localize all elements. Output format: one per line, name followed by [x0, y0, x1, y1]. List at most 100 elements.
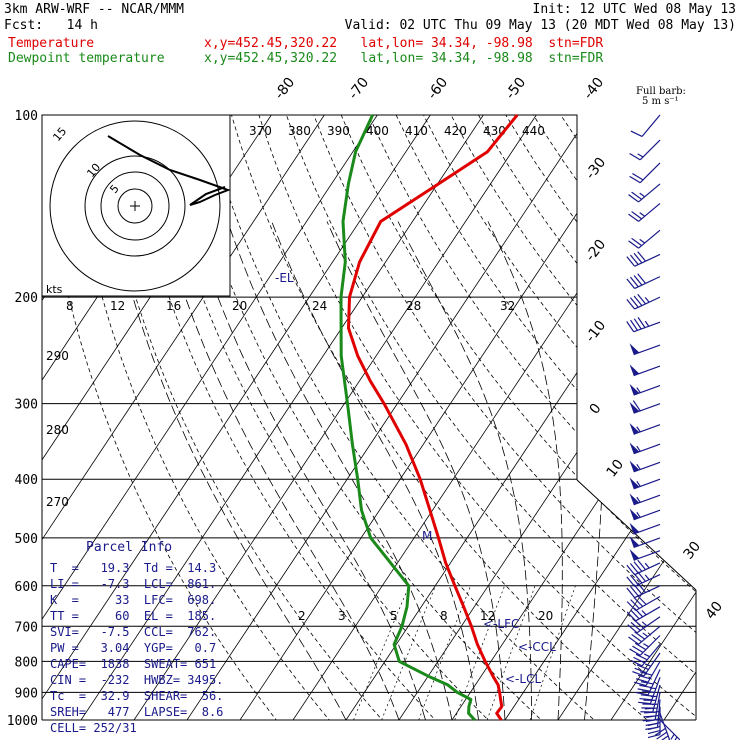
wind-barb — [629, 635, 661, 656]
wind-barb-full — [626, 256, 636, 267]
dewpoint-legend-label: Dewpoint temperature — [8, 51, 165, 66]
theta-label: 370 — [249, 124, 272, 138]
dry-adiabat — [170, 115, 556, 720]
wind-barb — [626, 582, 661, 599]
wind-barb-half — [644, 574, 650, 581]
wind-barb-full — [629, 276, 639, 288]
mixing-ratio-label: 28 — [406, 299, 421, 313]
isobar-grid — [41, 114, 697, 721]
wind-barb — [638, 677, 661, 705]
wind-barb-full — [645, 722, 659, 726]
wind-barb-flag — [629, 548, 640, 561]
theta-label: 380 — [288, 124, 311, 138]
wind-barb-staff — [639, 162, 661, 184]
wind-barb-full — [627, 624, 638, 634]
wind-barb — [635, 669, 661, 696]
wind-barb-flag — [629, 364, 640, 376]
wind-barb-staff — [633, 321, 661, 333]
wind-barb-full — [633, 275, 643, 286]
wind-barb — [629, 364, 661, 377]
theta-label: 270 — [46, 495, 69, 509]
wind-barb — [629, 400, 661, 414]
wind-barb-half — [670, 733, 675, 740]
wind-barb-full — [639, 684, 652, 689]
wind-barb-staff — [635, 606, 661, 622]
level-marker-lcl: <-LCL — [505, 672, 541, 686]
dry-adiabat — [596, 115, 696, 720]
isotherm-label: -80 — [272, 75, 299, 103]
dry-adiabat — [276, 115, 696, 720]
wind-barb-staff — [634, 253, 661, 267]
wind-barb-full — [637, 595, 647, 605]
dry-adiabat — [489, 115, 696, 720]
skew-boundary — [576, 479, 697, 591]
wind-barb-half — [641, 609, 647, 616]
hodograph-ring — [84, 155, 186, 257]
isotherm-label: -40 — [581, 75, 608, 103]
wind-barb-half — [636, 496, 641, 503]
wind-barb-full — [629, 574, 639, 586]
mixing-ratio-label: 8 — [66, 299, 74, 313]
mixing-ratio-grid — [353, 585, 576, 720]
mixing-ratio-label: 2 — [298, 609, 306, 623]
mixing-ratio-label: 5 — [390, 609, 398, 623]
wind-barb-full — [647, 733, 661, 739]
wind-barb-full — [642, 719, 656, 722]
wind-barb-full — [632, 645, 644, 653]
wind-barb — [628, 625, 661, 645]
pressure-tick-label: 600 — [15, 580, 38, 595]
isotherm-line — [390, 115, 696, 720]
wind-barb — [630, 114, 661, 137]
wind-barb-flag — [629, 422, 640, 435]
model-title: 3km ARW-WRF -- NCAR/MMM — [4, 2, 185, 17]
moist-adiabat — [271, 221, 479, 720]
wind-barb-flag — [629, 508, 640, 520]
dry-adiabat — [356, 115, 696, 720]
wind-barb-staff — [634, 585, 661, 599]
mixing-ratio-label: 12 — [110, 299, 125, 313]
pressure-tick-label: 500 — [15, 532, 38, 547]
hodograph-units: kts — [46, 283, 63, 296]
wind-barb-full — [637, 251, 646, 262]
mixing-ratio-label: 24 — [312, 299, 327, 313]
wind-barb-full — [633, 656, 645, 664]
theta-label: 290 — [46, 349, 69, 363]
parcel-info-row: SREH= 477 LAPSE= 8.6 — [50, 705, 224, 719]
wind-barb — [626, 317, 661, 333]
level-markers: -EL M <-LFC <-CCL <-LCL — [275, 271, 556, 686]
wind-barb-half — [643, 643, 649, 648]
pressure-tick-label: 800 — [15, 655, 38, 670]
parcel-info-row: TT = 60 EL = 185. — [50, 609, 217, 623]
wind-barb — [629, 343, 661, 356]
isotherm-label: 40 — [703, 599, 727, 623]
valid-time: Valid: 02 UTC Thu 09 May 13 (20 MDT Wed … — [344, 18, 736, 33]
wind-barb-full — [628, 636, 639, 645]
wind-barb-staff — [641, 644, 661, 667]
isotherm-line — [496, 115, 696, 720]
mixing-ratio-label: 20 — [232, 299, 247, 313]
wind-barb-full — [629, 297, 639, 308]
theta-label: 410 — [405, 124, 428, 138]
wind-barb-full — [661, 735, 669, 740]
wind-barb-staff — [634, 276, 661, 290]
pressure-tick-label: 1000 — [7, 714, 38, 729]
wind-barb-full — [629, 563, 639, 574]
wind-barb-full — [630, 609, 640, 620]
wind-barb — [628, 183, 661, 203]
wind-barb-full — [635, 653, 648, 661]
wind-barb-staff — [633, 550, 661, 561]
level-marker-m: M — [422, 529, 432, 543]
wind-barb — [629, 442, 661, 455]
isotherm-line — [655, 115, 696, 720]
wind-barb-full — [637, 293, 646, 305]
wind-barb-half — [636, 445, 641, 452]
wind-barb — [626, 606, 661, 622]
isotherm-line — [42, 115, 344, 720]
wind-barb-staff — [638, 202, 661, 222]
wind-barb-staff — [633, 509, 661, 521]
wind-barb-full — [630, 599, 640, 609]
wind-barb — [629, 477, 661, 490]
wind-barb-full — [633, 681, 647, 687]
wind-barb-staff — [634, 562, 661, 576]
parcel-info-row: K = 33 LFC= 698. — [50, 593, 217, 607]
